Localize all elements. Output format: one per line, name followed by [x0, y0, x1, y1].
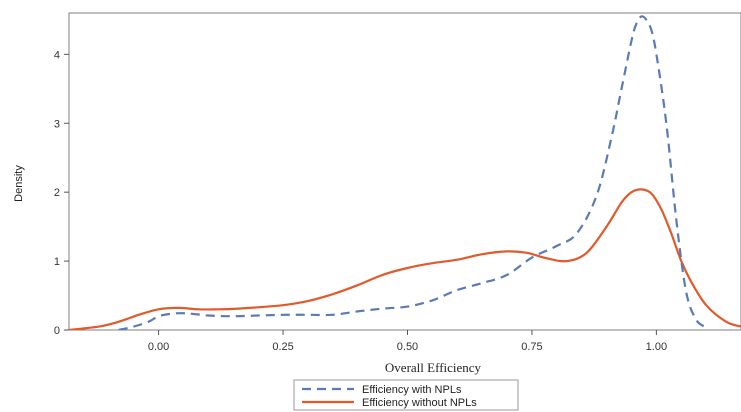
x-tick-label: 0.25: [272, 341, 293, 353]
x-axis-title: Overall Efficiency: [385, 360, 482, 375]
plot-border: [68, 12, 741, 331]
series-line-with-npls: [118, 15, 707, 330]
x-tick-label: 1.00: [646, 341, 667, 353]
x-tick-label: 0.00: [148, 341, 169, 353]
y-tick-label: 2: [54, 187, 60, 199]
legend-label-without-npls: Efficiency without NPLs: [362, 397, 477, 409]
y-tick-label: 4: [54, 49, 60, 61]
y-axis-title: Density: [13, 165, 25, 202]
x-tick-label: 0.75: [521, 341, 542, 353]
y-tick-label: 3: [54, 118, 60, 130]
y-tick-label: 1: [54, 256, 60, 268]
series-line-without-npls: [69, 188, 741, 330]
series-layer: [69, 15, 741, 330]
y-tick-label: 0: [54, 325, 60, 337]
y-axis: 0 1 2 3 4: [54, 49, 69, 337]
legend-box: [293, 379, 519, 411]
legend-label-with-npls: Efficiency with NPLs: [362, 384, 462, 396]
x-tick-label: 0.50: [397, 341, 418, 353]
plot-frame: [68, 12, 741, 331]
x-axis: 0.00 0.25 0.50 0.75 1.00: [148, 330, 667, 353]
legend: Efficiency with NPLs Efficiency without …: [293, 379, 519, 411]
